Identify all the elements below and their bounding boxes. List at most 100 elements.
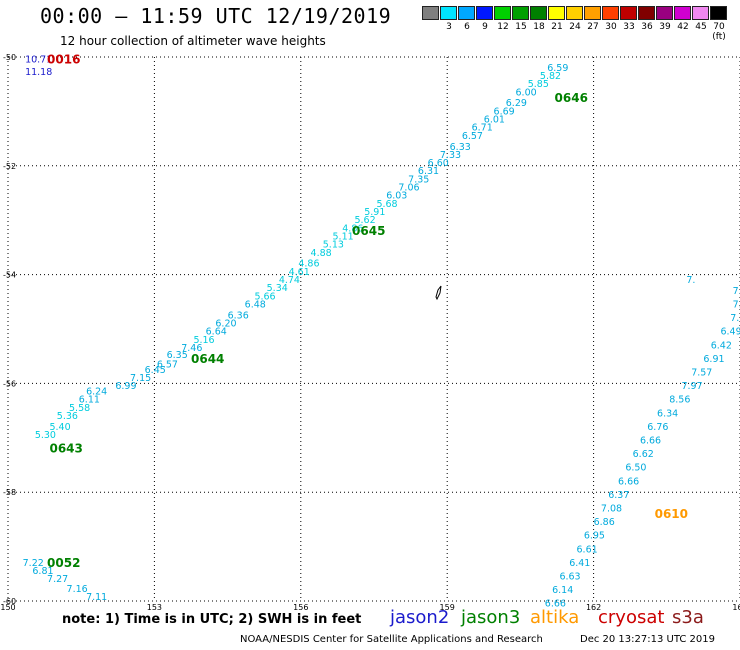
swh-value-label: 6.86	[594, 517, 615, 528]
swh-value-label: 6.03	[386, 191, 407, 202]
swh-value-label: 6.63	[559, 572, 580, 583]
legend-label: 3	[446, 22, 452, 32]
swh-value-label: 7.22	[23, 558, 44, 569]
legend-swatch	[530, 6, 547, 20]
swh-value-label: 7.27	[47, 574, 68, 585]
chart-title: 00:00 – 11:59 UTC 12/19/2019	[40, 4, 392, 28]
land-marker	[435, 285, 442, 301]
swh-value-label: 6.11	[79, 395, 100, 406]
satellite-jason3: jason3	[461, 607, 521, 628]
legend-swatch	[620, 6, 637, 20]
legend-label: 21	[551, 22, 563, 32]
swh-value-label: 5.13	[323, 240, 344, 251]
credit-text: NOAA/NESDIS Center for Satellite Applica…	[240, 634, 543, 645]
legend-label: 27	[587, 22, 599, 32]
color-legend-labels: 3 6 9 12 15 18 21 24 27 30 33 36 39 42 45 70 (ft)	[422, 22, 728, 42]
swh-value-label: 4.88	[311, 248, 332, 259]
swh-value-label: 6.57	[157, 359, 178, 370]
swh-value-label: 7.	[733, 286, 740, 297]
swh-value-label: 7.97	[681, 381, 702, 392]
swh-value-label: 7.11	[730, 313, 740, 324]
swh-value-label: 5.85	[528, 79, 549, 90]
legend-swatch	[422, 6, 439, 20]
swh-value-label: 6.41	[569, 558, 590, 569]
swh-value-label: 7.06	[398, 183, 419, 194]
pass-label: 0052	[47, 556, 80, 570]
legend-label: 15	[515, 22, 527, 32]
legend-swatch	[440, 6, 457, 20]
swh-value-label: 5.34	[267, 283, 288, 294]
satellite-s3a: s3a	[672, 607, 704, 628]
swh-value-label: 5.82	[540, 71, 561, 82]
legend-swatch	[638, 6, 655, 20]
swh-value-label: 6.20	[215, 319, 236, 330]
swh-value-label: 6.34	[657, 408, 678, 419]
swh-value-label: 5.58	[69, 403, 90, 414]
swh-value-label: 6.42	[711, 340, 732, 351]
y-tick-label: -50	[3, 53, 16, 62]
swh-value-label: 6.64	[206, 327, 227, 338]
legend-swatch	[692, 6, 709, 20]
legend-swatch	[602, 6, 619, 20]
swh-value-label: 7.2	[733, 300, 740, 311]
x-tick-label: 162	[586, 603, 601, 612]
swh-value-label: 7.57	[691, 368, 712, 379]
pass-label: 0645	[352, 224, 385, 238]
swh-value-label: 6.91	[703, 354, 724, 365]
swh-value-label: 6.45	[145, 365, 166, 376]
swh-value-label: 5.40	[49, 422, 70, 433]
swh-value-label: 6.14	[552, 585, 573, 596]
swh-value-label: 4.74	[279, 275, 300, 286]
swh-value-label: 6.66	[618, 476, 639, 487]
y-tick-label: -52	[3, 162, 16, 171]
legend-swatch	[458, 6, 475, 20]
legend-label: 30	[605, 22, 617, 32]
swh-value-label: 6.71	[472, 123, 493, 134]
swh-value-label: 5.91	[364, 207, 385, 218]
swh-value-label: 6.29	[506, 98, 527, 109]
legend-swatch	[494, 6, 511, 20]
pass-label: 0643	[49, 442, 82, 456]
swh-value-label: 6.99	[115, 381, 136, 392]
swh-value-label: 6.62	[633, 449, 654, 460]
swh-value-label: 6.95	[584, 531, 605, 542]
swh-value-label: 6.61	[577, 544, 598, 555]
swh-value-label: 6.24	[86, 387, 107, 398]
swh-value-label: 4.61	[289, 267, 310, 278]
legend-label: 33	[623, 22, 635, 32]
swh-value-label: 7.16	[67, 584, 88, 595]
legend-swatch	[674, 6, 691, 20]
swh-value-label: 6.57	[462, 131, 483, 142]
legend-swatch	[656, 6, 673, 20]
swh-value-label: 5.68	[376, 199, 397, 210]
swh-value-label: 6.50	[625, 463, 646, 474]
x-tick-label: 150	[0, 603, 15, 612]
pass-label: 0646	[555, 91, 588, 105]
swh-value-label: 10.71	[25, 55, 52, 66]
swh-value-label: 6.69	[494, 106, 515, 117]
plot-grid	[7, 56, 740, 602]
swh-value-label: 5.11	[333, 232, 354, 243]
legend-label: 70 (ft)	[712, 22, 726, 42]
swh-value-label: 6.81	[32, 566, 53, 577]
satellite-jason2: jason2	[390, 607, 450, 628]
swh-value-label: 6.31	[418, 166, 439, 177]
y-tick-label: -56	[3, 379, 16, 388]
swh-value-label: 7.35	[408, 174, 429, 185]
swh-value-label: 5.66	[254, 291, 275, 302]
x-tick-label: 165	[732, 603, 740, 612]
legend-label: 6	[464, 22, 470, 32]
legend-swatch	[566, 6, 583, 20]
swh-value-label: 6.66	[640, 436, 661, 447]
generated-timestamp: Dec 20 13:27:13 UTC 2019	[580, 634, 715, 645]
swh-value-label: 6.49	[720, 327, 740, 338]
swh-value-label: 6.37	[608, 490, 629, 501]
x-tick-label: 156	[293, 603, 308, 612]
swh-value-label: 5.30	[35, 430, 56, 441]
legend-label: 36	[641, 22, 653, 32]
swh-value-label: 6.33	[450, 142, 471, 153]
swh-value-label: 6.60	[428, 158, 449, 169]
swh-value-label: 7.11	[86, 592, 107, 603]
